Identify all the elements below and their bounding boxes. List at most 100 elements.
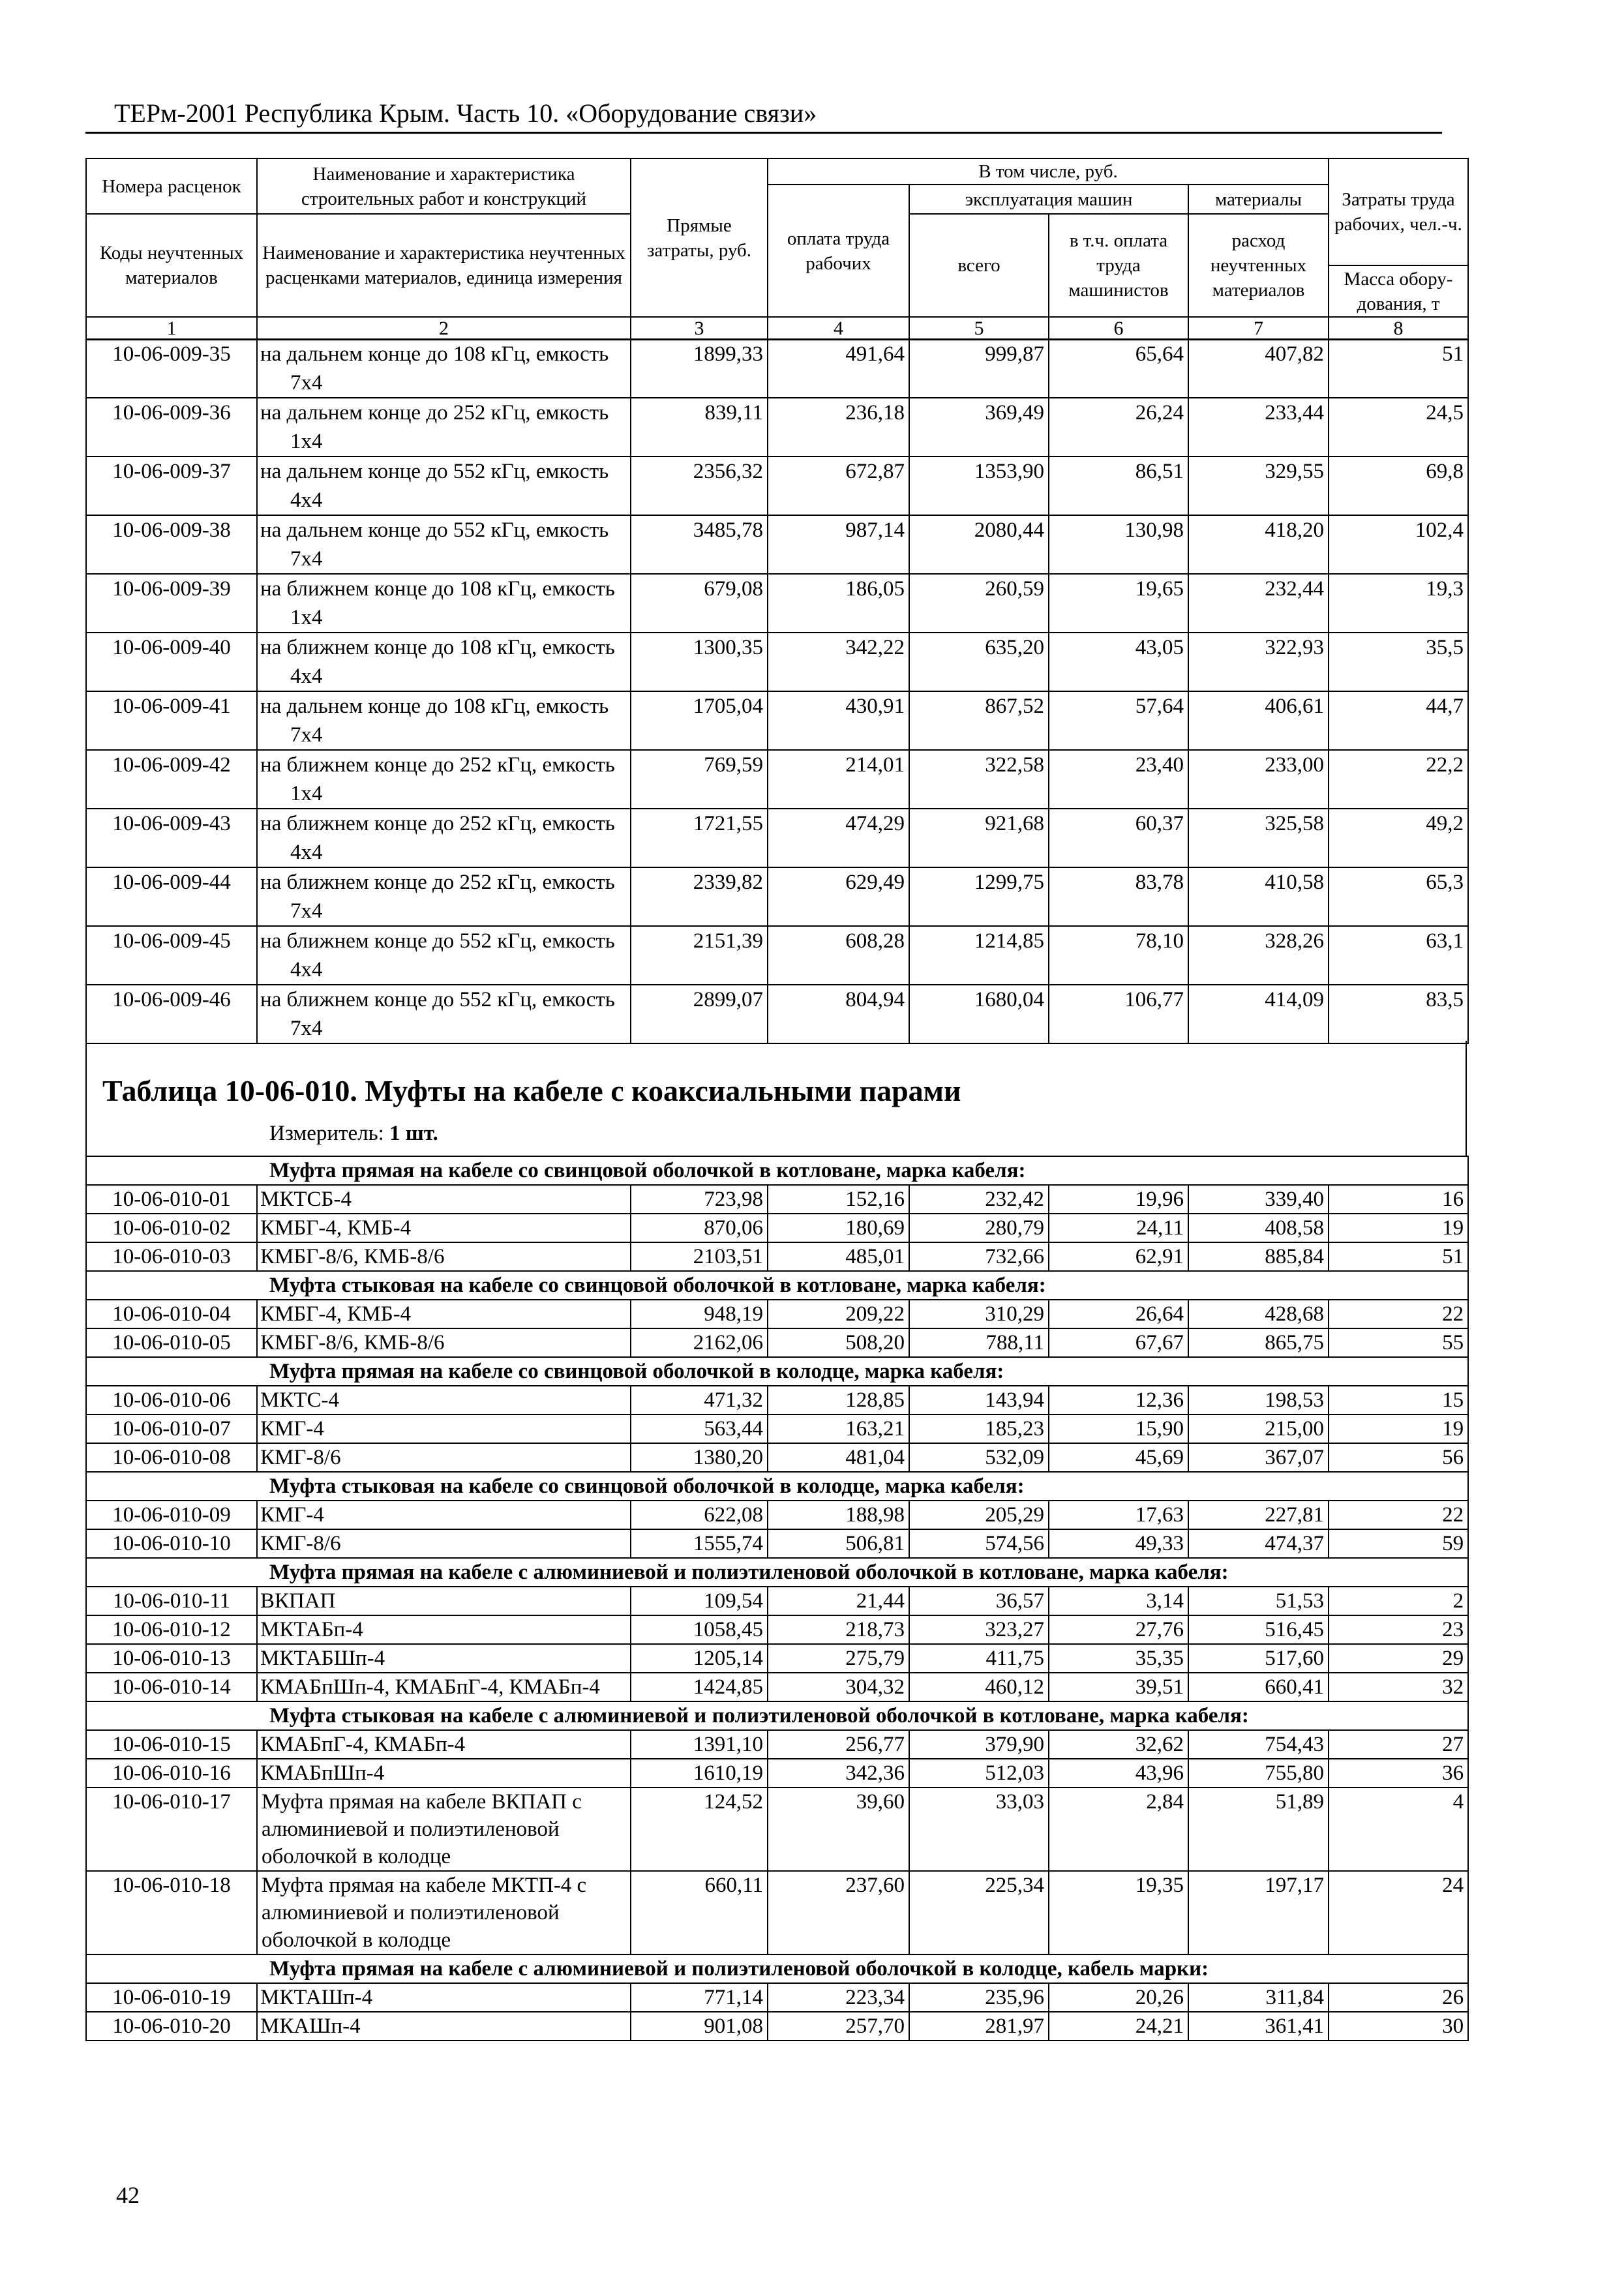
cell-direct-costs: 1205,14: [630, 1643, 768, 1673]
cell-labor-costs: 22,2: [1328, 749, 1469, 809]
cell-direct-costs: 2899,07: [630, 984, 768, 1044]
cell-machines-total: 143,94: [909, 1385, 1049, 1415]
cell-worker-pay: 342,22: [767, 632, 910, 692]
table-row: 10-06-010-09 КМГ-4 622,08 188,98 205,29 17,63…: [85, 1500, 1469, 1530]
cell-worker-pay: 152,16: [767, 1184, 910, 1214]
table-row: 10-06-009-37 на дальнем конце до 552 кГц,…: [85, 456, 1469, 516]
cell-materials: 198,53: [1188, 1385, 1329, 1415]
cell-operator-pay: 106,77: [1048, 984, 1189, 1044]
cell-materials: 660,41: [1188, 1672, 1329, 1702]
cell-operator-pay: 86,51: [1048, 456, 1189, 516]
cell-operator-pay: 49,33: [1048, 1529, 1189, 1559]
cell-operator-pay: 24,11: [1048, 1213, 1189, 1243]
cell-materials: 517,60: [1188, 1643, 1329, 1673]
cell-labor-costs: 23: [1327, 1615, 1469, 1645]
cell-direct-costs: 948,19: [630, 1299, 768, 1329]
table-title: Таблица 10-06-010. Муфты на кабеле с коа…: [102, 1074, 961, 1107]
cell-rate-code: 10-06-010-01: [85, 1184, 258, 1214]
table-row: 10-06-010-10 КМГ-8/6 1555,74 506,81 574,56 49…: [85, 1529, 1469, 1559]
section-header: Муфта прямая на кабеле с алюминиевой и п…: [85, 1557, 1469, 1587]
section-header-row: Муфта прямая на кабеле со свинцовой обол…: [85, 1356, 1469, 1386]
unit-of-measure: Измеритель: 1 шт.: [269, 1122, 438, 1146]
cell-name: на дальнем конце до 552 кГц, емкость 4х4: [256, 456, 631, 516]
section-header: Муфта стыковая на кабеле со свинцовой об…: [85, 1471, 1469, 1501]
cell-operator-pay: 39,51: [1048, 1672, 1189, 1702]
cell-machines-total: 322,58: [909, 749, 1049, 809]
cell-machines-total: 2080,44: [909, 515, 1049, 575]
cell-labor-costs: 22: [1327, 1299, 1469, 1329]
cell-direct-costs: 622,08: [630, 1500, 768, 1530]
cell-rate-code: 10-06-010-05: [85, 1328, 258, 1358]
cell-rate-code: 10-06-009-42: [85, 749, 258, 809]
cell-operator-pay: 78,10: [1048, 925, 1189, 985]
cell-machines-total: 411,75: [909, 1643, 1049, 1673]
cell-worker-pay: 257,70: [767, 2011, 910, 2041]
header-material-codes: Коды неучтенных материалов: [85, 213, 258, 318]
cell-machines-total: 280,79: [909, 1213, 1049, 1243]
cell-direct-costs: 1380,20: [630, 1443, 768, 1473]
table-row: 10-06-009-46 на ближнем конце до 552 кГц,…: [85, 984, 1469, 1044]
cell-name: КМАБпШп-4, КМАБпГ-4, КМАБп-4: [256, 1672, 631, 1702]
cell-materials: 232,44: [1188, 573, 1329, 633]
header-operator-pay: в т.ч. оплата труда машинистов: [1048, 213, 1189, 318]
cell-rate-code: 10-06-010-04: [85, 1299, 258, 1329]
cell-rate-code: 10-06-010-12: [85, 1615, 258, 1645]
cell-name: КМАБпГ-4, КМАБп-4: [256, 1729, 631, 1759]
cell-worker-pay: 236,18: [767, 397, 910, 457]
cell-rate-code: 10-06-010-16: [85, 1758, 258, 1788]
cell-name: на ближнем конце до 252 кГц, емкость 4х4: [256, 808, 631, 868]
cell-name: МКТСБ-4: [256, 1184, 631, 1214]
cell-labor-costs: 15: [1327, 1385, 1469, 1415]
running-head: ТЕРм-2001 Республика Крым. Часть 10. «Об…: [114, 98, 817, 128]
cell-rate-code: 10-06-010-19: [85, 1982, 258, 2012]
cell-direct-costs: 3485,78: [630, 515, 768, 575]
cell-name: КМАБпШп-4: [256, 1758, 631, 1788]
cell-worker-pay: 474,29: [767, 808, 910, 868]
cell-worker-pay: 629,49: [767, 867, 910, 927]
header-including: В том числе, руб.: [767, 158, 1329, 185]
cell-materials: 339,40: [1188, 1184, 1329, 1214]
cell-labor-costs: 63,1: [1328, 925, 1469, 985]
cell-operator-pay: 3,14: [1048, 1586, 1189, 1616]
cell-machines-total: 532,09: [909, 1443, 1049, 1473]
cell-materials: 754,43: [1188, 1729, 1329, 1759]
cell-rate-code: 10-06-010-14: [85, 1672, 258, 1702]
column-number: 1: [85, 316, 258, 340]
cell-machines-total: 323,27: [909, 1615, 1049, 1645]
cell-machines-total: 379,90: [909, 1729, 1049, 1759]
cell-machines-total: 512,03: [909, 1758, 1049, 1788]
table-row: 10-06-010-11 ВКПАП 109,54 21,44 36,57 3,14 51,…: [85, 1586, 1469, 1616]
cell-rate-code: 10-06-010-08: [85, 1443, 258, 1473]
header-work-name: Наименование и характеристика строительн…: [256, 158, 631, 215]
cell-machines-total: 260,59: [909, 573, 1049, 633]
cell-worker-pay: 342,36: [767, 1758, 910, 1788]
cell-direct-costs: 1705,04: [630, 691, 768, 751]
header-machine-operation: эксплуатация машин: [909, 184, 1189, 215]
cell-materials: 414,09: [1188, 984, 1329, 1044]
cell-labor-costs: 22: [1327, 1500, 1469, 1530]
table-row: 10-06-010-15 КМАБпГ-4, КМАБп-4 1391,10 256,…: [85, 1729, 1469, 1759]
cell-worker-pay: 608,28: [767, 925, 910, 985]
cell-materials: 755,80: [1188, 1758, 1329, 1788]
cell-machines-total: 460,12: [909, 1672, 1049, 1702]
cell-materials: 328,26: [1188, 925, 1329, 985]
cell-direct-costs: 1058,45: [630, 1615, 768, 1645]
cell-worker-pay: 256,77: [767, 1729, 910, 1759]
cell-materials: 367,07: [1188, 1443, 1329, 1473]
cell-direct-costs: 2151,39: [630, 925, 768, 985]
cell-materials: 311,84: [1188, 1982, 1329, 2012]
column-number: 2: [256, 316, 631, 340]
section-header-row: Муфта прямая на кабеле со свинцовой обол…: [85, 1156, 1469, 1186]
cell-labor-costs: 30: [1327, 2011, 1469, 2041]
meter-label: Измеритель:: [269, 1122, 384, 1145]
cell-worker-pay: 481,04: [767, 1443, 910, 1473]
column-number: 6: [1048, 316, 1189, 340]
table-row: 10-06-010-18 Муфта прямая на кабеле МКТП-…: [85, 1870, 1469, 1955]
table-title-block: Таблица 10-06-010. Муфты на кабеле с коа…: [85, 1041, 1467, 1156]
cell-machines-total: 1299,75: [909, 867, 1049, 927]
cell-worker-pay: 304,32: [767, 1672, 910, 1702]
cell-labor-costs: 19: [1327, 1213, 1469, 1243]
cell-name: МКАШп-4: [256, 2011, 631, 2041]
table-row: 10-06-010-05 КМБГ-8/6, КМБ-8/6 2162,06 508,…: [85, 1328, 1469, 1358]
header-worker-pay: оплата труда рабочих: [767, 184, 910, 318]
